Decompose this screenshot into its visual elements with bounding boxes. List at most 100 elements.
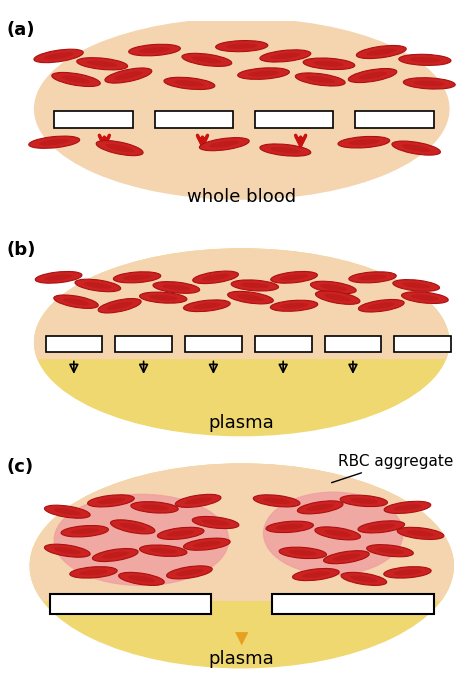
Ellipse shape (200, 138, 249, 151)
Ellipse shape (237, 68, 290, 79)
Ellipse shape (264, 492, 403, 574)
Ellipse shape (403, 78, 455, 89)
Ellipse shape (226, 43, 257, 49)
FancyBboxPatch shape (54, 111, 133, 129)
Ellipse shape (70, 567, 117, 578)
FancyBboxPatch shape (155, 111, 233, 129)
Ellipse shape (139, 545, 187, 557)
FancyBboxPatch shape (255, 336, 311, 352)
Ellipse shape (164, 77, 215, 89)
Ellipse shape (358, 521, 405, 533)
Ellipse shape (275, 524, 304, 530)
Ellipse shape (248, 71, 279, 76)
Ellipse shape (45, 505, 90, 518)
FancyBboxPatch shape (50, 594, 211, 614)
FancyBboxPatch shape (355, 111, 434, 129)
Ellipse shape (350, 575, 377, 583)
Ellipse shape (237, 294, 264, 301)
Ellipse shape (263, 497, 291, 504)
Ellipse shape (270, 53, 301, 59)
Text: (a): (a) (6, 21, 35, 39)
Ellipse shape (192, 517, 239, 528)
Ellipse shape (113, 272, 161, 283)
Ellipse shape (384, 567, 431, 578)
Ellipse shape (79, 570, 108, 575)
Ellipse shape (106, 144, 134, 152)
Ellipse shape (30, 464, 453, 668)
Ellipse shape (30, 464, 453, 668)
FancyBboxPatch shape (272, 594, 434, 614)
Ellipse shape (324, 550, 369, 563)
Ellipse shape (313, 61, 345, 67)
Ellipse shape (131, 502, 178, 513)
Ellipse shape (376, 548, 404, 554)
Ellipse shape (184, 497, 212, 504)
Ellipse shape (34, 50, 83, 63)
Ellipse shape (399, 54, 451, 65)
Ellipse shape (397, 527, 444, 539)
Ellipse shape (368, 302, 395, 309)
Ellipse shape (358, 275, 387, 280)
Ellipse shape (63, 298, 89, 305)
Ellipse shape (193, 271, 238, 283)
Ellipse shape (349, 272, 396, 283)
Ellipse shape (176, 569, 203, 576)
Ellipse shape (280, 275, 308, 281)
Ellipse shape (75, 279, 121, 292)
Ellipse shape (128, 575, 155, 583)
Ellipse shape (338, 136, 390, 148)
Text: (b): (b) (6, 241, 36, 259)
Ellipse shape (166, 566, 212, 579)
Ellipse shape (303, 58, 355, 69)
FancyBboxPatch shape (255, 111, 333, 129)
Ellipse shape (39, 139, 70, 145)
Ellipse shape (98, 299, 141, 313)
Ellipse shape (182, 53, 232, 67)
Ellipse shape (393, 570, 422, 575)
Ellipse shape (401, 144, 431, 152)
Text: plasma: plasma (209, 414, 274, 433)
Ellipse shape (393, 279, 439, 291)
Ellipse shape (54, 508, 81, 515)
Ellipse shape (270, 147, 301, 153)
FancyBboxPatch shape (46, 336, 102, 352)
Ellipse shape (87, 61, 118, 67)
Ellipse shape (183, 300, 230, 312)
FancyBboxPatch shape (115, 336, 172, 352)
Ellipse shape (271, 272, 318, 283)
Ellipse shape (105, 68, 152, 83)
Ellipse shape (402, 282, 430, 288)
Ellipse shape (45, 275, 73, 281)
Ellipse shape (157, 527, 204, 539)
Ellipse shape (193, 541, 221, 548)
Ellipse shape (384, 502, 431, 513)
Ellipse shape (333, 554, 360, 561)
Ellipse shape (305, 76, 335, 83)
Ellipse shape (210, 140, 239, 148)
Ellipse shape (260, 50, 311, 62)
Ellipse shape (96, 140, 143, 155)
Ellipse shape (340, 495, 388, 506)
Ellipse shape (414, 80, 445, 86)
Ellipse shape (149, 294, 177, 301)
Ellipse shape (35, 249, 449, 436)
Ellipse shape (192, 56, 222, 63)
Ellipse shape (35, 249, 449, 436)
Ellipse shape (139, 47, 170, 53)
Ellipse shape (289, 550, 317, 556)
Ellipse shape (392, 141, 440, 155)
Text: RBC aggregate: RBC aggregate (332, 454, 453, 483)
Ellipse shape (71, 528, 99, 534)
Ellipse shape (35, 272, 82, 283)
FancyBboxPatch shape (325, 336, 381, 352)
Ellipse shape (175, 495, 221, 507)
Ellipse shape (107, 302, 132, 310)
Ellipse shape (407, 530, 435, 537)
Ellipse shape (216, 41, 268, 52)
Ellipse shape (295, 73, 345, 86)
Ellipse shape (253, 495, 300, 507)
Ellipse shape (302, 571, 330, 578)
Ellipse shape (280, 303, 308, 309)
Ellipse shape (52, 72, 100, 87)
Ellipse shape (348, 139, 379, 145)
